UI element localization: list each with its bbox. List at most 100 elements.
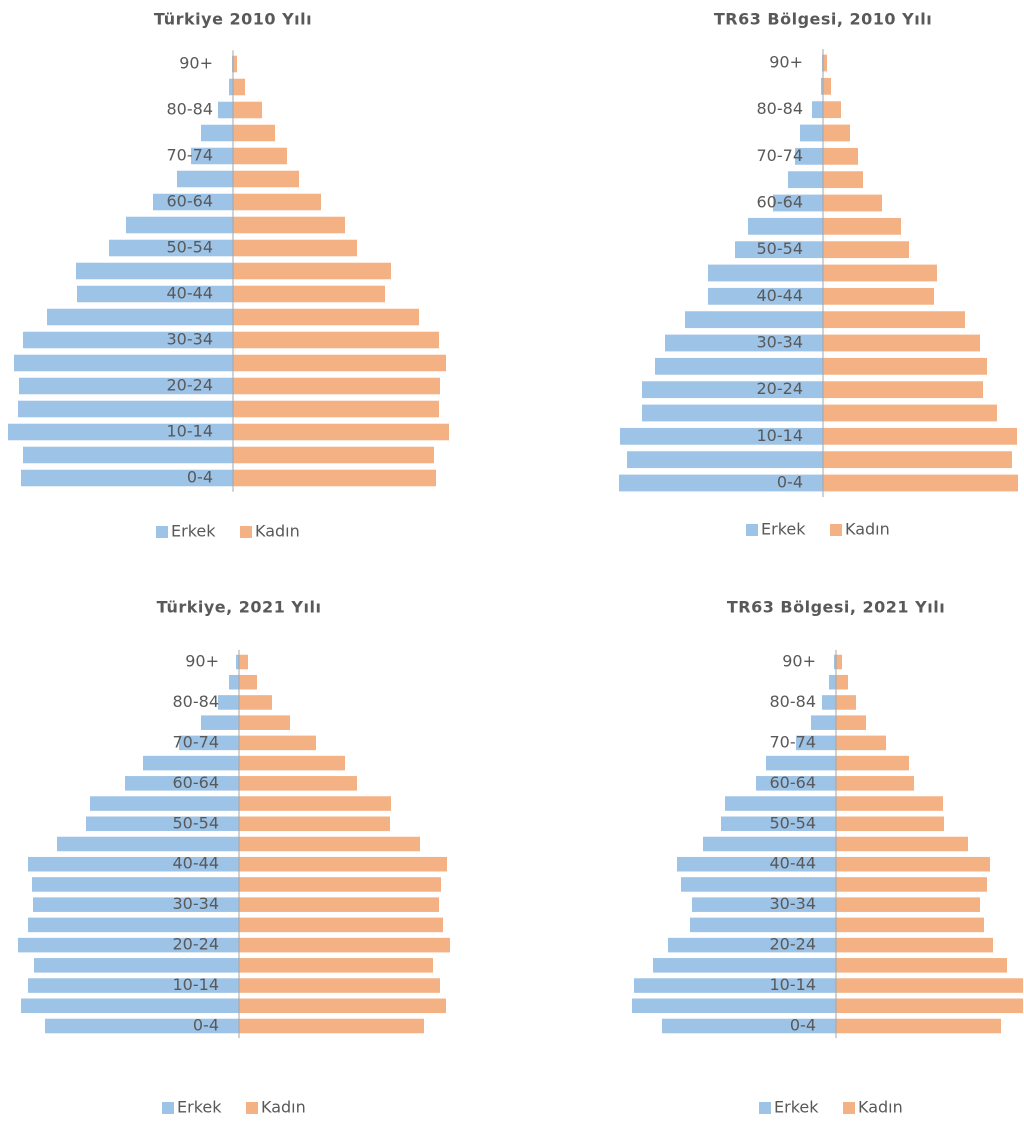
category-label: 60-64: [770, 773, 817, 792]
bar: [668, 937, 836, 953]
bar: [233, 285, 385, 303]
bar: [218, 101, 233, 119]
bar: [836, 796, 943, 811]
bar: [239, 735, 316, 751]
bar: [812, 101, 823, 119]
bar: [8, 423, 233, 441]
category-label: 40-44: [173, 854, 220, 873]
bar: [14, 354, 233, 372]
bar: [836, 654, 842, 670]
bar: [823, 77, 831, 95]
bar: [836, 998, 1023, 1014]
category-label: 10-14: [167, 422, 214, 441]
category-label: 50-54: [757, 239, 804, 258]
bar: [632, 998, 836, 1014]
bar: [23, 446, 233, 464]
bar: [109, 239, 233, 257]
bar: [179, 735, 239, 751]
category-label: 50-54: [770, 813, 817, 832]
bar: [823, 54, 827, 72]
bar: [642, 381, 823, 399]
bar: [239, 816, 390, 832]
bar: [126, 216, 233, 234]
bar: [665, 334, 823, 352]
bar: [47, 308, 233, 326]
bar: [823, 404, 997, 422]
bar: [823, 474, 1018, 492]
bar: [239, 958, 433, 973]
legend-swatch: [830, 524, 842, 536]
bar: [836, 674, 848, 690]
bar: [823, 147, 858, 165]
bar: [677, 856, 836, 872]
bar: [239, 836, 420, 852]
bar: [725, 796, 836, 811]
legend-label: Erkek: [177, 1098, 222, 1117]
bar: [239, 897, 439, 912]
bar: [229, 78, 233, 96]
category-label: 80-84: [173, 692, 220, 711]
bar: [76, 262, 233, 280]
bar: [239, 715, 290, 730]
bar: [45, 1018, 239, 1034]
bar: [90, 796, 239, 811]
bar: [811, 715, 836, 730]
legend-swatch: [843, 1102, 855, 1114]
bar: [32, 877, 239, 892]
bar: [229, 674, 239, 690]
bar: [233, 331, 439, 349]
category-label: 70-74: [770, 732, 817, 751]
bar: [836, 978, 1023, 993]
legend-swatch: [240, 526, 252, 538]
category-label: 40-44: [770, 854, 817, 873]
bar: [177, 170, 233, 188]
bar: [627, 451, 823, 469]
bar: [239, 1018, 424, 1034]
bar: [236, 654, 239, 670]
bar: [239, 674, 257, 690]
bar: [28, 978, 239, 993]
bar: [823, 311, 965, 329]
category-label: 90+: [769, 53, 803, 72]
bar: [619, 474, 823, 492]
category-label: 50-54: [167, 238, 214, 257]
bar: [735, 241, 823, 259]
category-label: 30-34: [167, 330, 214, 349]
bar: [836, 715, 866, 730]
legend-label: Kadın: [858, 1098, 903, 1117]
bar: [692, 897, 836, 912]
legend-label: Kadın: [261, 1098, 306, 1117]
bar: [33, 897, 239, 912]
legend-swatch: [746, 524, 758, 536]
bar: [823, 264, 937, 282]
chart-title: Türkiye, 2021 Yılı: [157, 598, 322, 617]
category-label: 10-14: [757, 426, 804, 445]
bar: [28, 917, 239, 933]
chart-title: TR63 Bölgesi, 2021 Yılı: [727, 598, 945, 617]
bar: [233, 469, 436, 487]
bar: [239, 998, 446, 1014]
bar: [836, 937, 993, 953]
bar: [239, 937, 450, 953]
bar: [28, 856, 239, 872]
bar: [233, 170, 299, 188]
bar: [77, 285, 233, 303]
category-label: 70-74: [173, 732, 220, 751]
bar: [708, 287, 823, 305]
bar: [239, 654, 248, 670]
bar: [703, 836, 836, 852]
bar: [823, 194, 882, 212]
bar: [239, 917, 443, 933]
bar: [233, 101, 262, 119]
bar: [233, 308, 419, 326]
category-label: 0-4: [187, 468, 213, 487]
bar: [239, 695, 272, 710]
category-label: 0-4: [777, 473, 803, 492]
bar: [233, 262, 391, 280]
bar: [662, 1018, 836, 1034]
legend-label: Erkek: [774, 1098, 819, 1117]
bar: [823, 171, 863, 189]
legend-swatch: [759, 1102, 771, 1114]
bar: [796, 735, 836, 751]
